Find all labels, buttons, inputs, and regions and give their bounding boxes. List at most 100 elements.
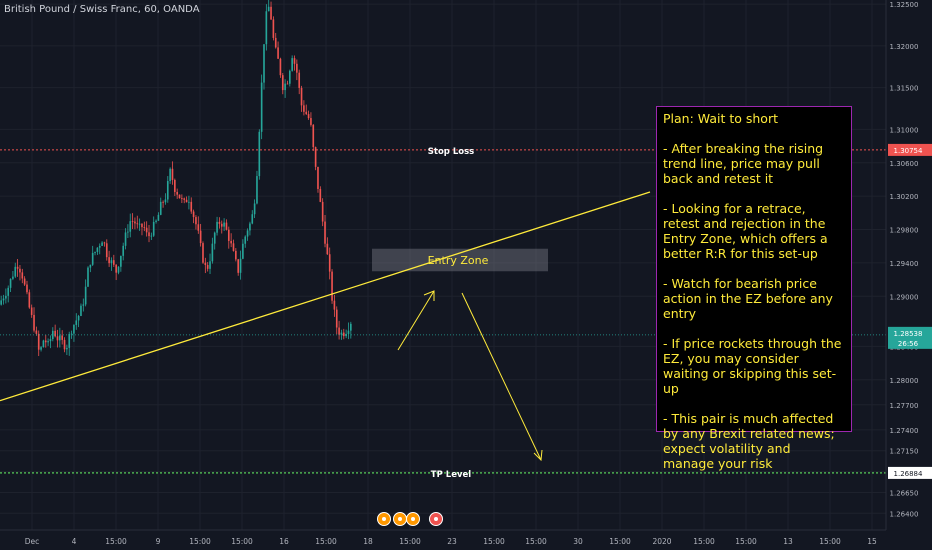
candle-body [188, 201, 190, 203]
time-tick-label: 13 [783, 537, 793, 546]
candle-body [342, 332, 345, 337]
candle-body [159, 201, 162, 215]
candle-body [89, 264, 92, 268]
candle-body [103, 242, 106, 244]
candle-body [253, 203, 256, 215]
candle-body [73, 324, 75, 334]
symbol-title: British Pound / Swiss Franc, 60, OANDA [4, 4, 200, 15]
news-event-dot [411, 517, 415, 521]
candle-body [87, 267, 89, 287]
candle-body [305, 111, 308, 115]
candle-body [291, 58, 293, 71]
candle-body [117, 266, 120, 273]
time-tick-label: 15:00 [819, 537, 841, 546]
candle-body [115, 264, 117, 273]
price-tick-label: 1.27700 [890, 402, 919, 410]
candle-body [138, 223, 141, 225]
candle-body [251, 214, 254, 224]
stop-loss-label: Stop Loss [428, 147, 474, 157]
time-tick-label: 18 [363, 537, 373, 546]
price-tick-label: 1.27400 [890, 427, 919, 435]
time-tick-label: 15:00 [483, 537, 505, 546]
entry-zone-box [372, 248, 548, 272]
candle-body [249, 223, 251, 231]
candle-body [326, 243, 329, 255]
candle-body [303, 105, 305, 112]
plan-point-4: - If price rockets through the EZ, you m… [663, 336, 842, 396]
current-price: 1.28538 [894, 330, 923, 338]
candle-body [120, 255, 122, 267]
candle-body [127, 231, 129, 233]
candle-body [174, 179, 176, 192]
candle-body [33, 314, 35, 331]
candle-body [14, 266, 17, 277]
time-tick-label: 15:00 [105, 537, 127, 546]
time-tick-label: 15:00 [399, 537, 421, 546]
candle-body [237, 259, 240, 273]
candle-body [169, 168, 171, 182]
candle-body [145, 227, 148, 233]
event-markers[interactable] [377, 512, 443, 526]
candle-body [195, 217, 197, 225]
time-axis: Dec 4 15:00 9 15:00 15:00 16 15:00 18 15:00 23 15:0… [0, 529, 886, 546]
candle-body [178, 194, 181, 199]
candle-body [2, 298, 5, 301]
candle-body [265, 11, 268, 45]
candle-body [350, 323, 352, 331]
plan-note[interactable]: Plan: Wait to short - After breaking the… [656, 106, 852, 471]
price-tick-label: 1.29800 [890, 227, 919, 235]
time-tick-label: Dec [25, 537, 40, 546]
candle-body [232, 243, 235, 251]
candle-body [162, 201, 164, 203]
candle-body [77, 315, 80, 321]
time-tick-label: 15:00 [525, 537, 547, 546]
candle-body [40, 347, 42, 350]
candle-body [37, 333, 40, 350]
price-tick-label: 1.27150 [890, 448, 919, 456]
current-price-tag [888, 326, 932, 349]
candle-body [70, 333, 73, 335]
candle-body [101, 242, 103, 246]
candle-body [267, 6, 270, 12]
candle-body [19, 268, 21, 273]
candle-body [293, 58, 296, 64]
candle-body [82, 304, 85, 306]
candle-body [209, 261, 211, 269]
candle-body [105, 243, 108, 258]
candle-body [68, 333, 71, 348]
candle-body [338, 327, 340, 335]
candle-body [333, 300, 336, 310]
candle-body [216, 221, 218, 233]
entry-zone-label: Entry Zone [428, 254, 489, 267]
candle-body [225, 222, 228, 230]
price-tick-label: 1.31500 [890, 85, 919, 93]
candle-body [220, 223, 223, 227]
time-tick-label: 4 [72, 537, 77, 546]
candle-body [124, 232, 127, 246]
candle-body [110, 260, 113, 264]
candle-body [279, 58, 282, 76]
candle-body [23, 278, 26, 285]
candle-body [192, 211, 195, 218]
time-tick-label: 23 [447, 537, 457, 546]
candle-body [181, 198, 183, 199]
candle-body [190, 201, 193, 212]
candle-body [286, 83, 289, 85]
retrace-arrow-line [397, 290, 435, 351]
candle-body [270, 6, 272, 20]
candle-body [150, 235, 153, 237]
candle-body [26, 284, 28, 293]
candle-body [300, 87, 303, 106]
candle-body [324, 221, 326, 244]
stop-loss-price-tag [888, 143, 932, 156]
time-tick-label: 9 [156, 537, 161, 546]
candle-body [340, 332, 343, 335]
candle-body [176, 191, 178, 195]
candle-body [44, 340, 47, 343]
time-tick-label: 16 [279, 537, 289, 546]
candle-body [131, 221, 134, 222]
candle-body [227, 229, 230, 241]
candle-body [258, 131, 261, 177]
candle-body [298, 72, 301, 88]
